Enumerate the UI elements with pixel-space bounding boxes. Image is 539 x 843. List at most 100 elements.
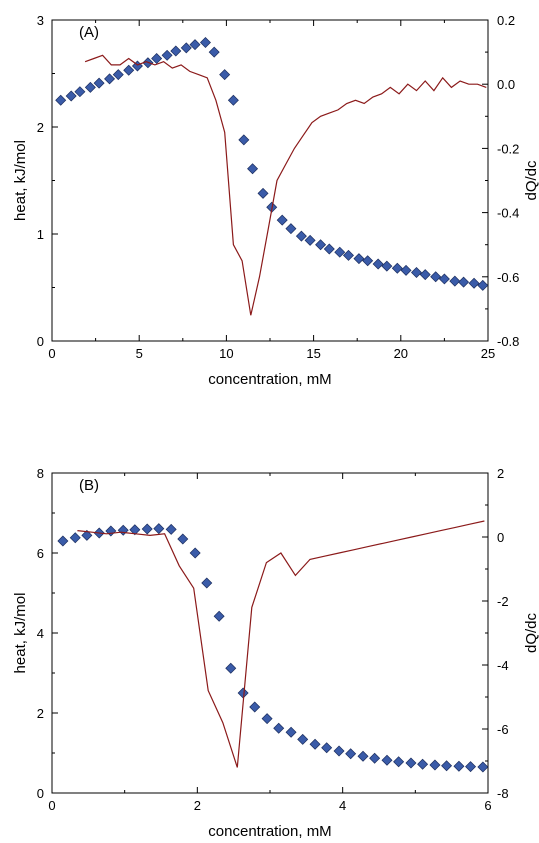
x-tick-label: 20	[394, 346, 408, 361]
heat-point	[180, 42, 192, 54]
heat-point	[477, 761, 489, 773]
heat-point	[381, 754, 393, 766]
heat-point	[273, 722, 285, 734]
x-tick-label: 25	[481, 346, 495, 361]
heat-point	[323, 243, 335, 255]
x-tick-label: 0	[48, 346, 55, 361]
y-tick-label: 3	[37, 13, 44, 28]
dqdc-line	[84, 54, 487, 316]
y2-tick-label: -0.6	[497, 270, 519, 285]
chart-panel-a: 0 5 10 15 20 25 0 1 2 3 -0.8 -0.6 -0.4 -0.2 0.0 0.2 conc…	[12, 13, 539, 388]
heat-point	[189, 547, 201, 559]
heat-point	[93, 77, 105, 89]
heat-point	[153, 523, 165, 535]
plot-frame	[51, 472, 489, 794]
y2-tick-label: -4	[497, 658, 509, 673]
heat-point	[381, 260, 393, 272]
heat-point	[295, 230, 307, 242]
heat-point	[369, 752, 381, 764]
y-tick-label: 0	[37, 334, 44, 349]
dqdc-line	[77, 520, 485, 768]
heat-point	[105, 525, 117, 537]
heat-point	[219, 69, 231, 81]
heat-point	[129, 524, 141, 536]
heat-point	[357, 750, 369, 762]
heat-point	[353, 253, 365, 265]
x-tick-label: 10	[219, 346, 233, 361]
heat-point	[237, 687, 249, 699]
x-axis-label: concentration, mM	[208, 823, 331, 840]
heat-point	[458, 276, 470, 288]
y2-tick-label: -2	[497, 594, 509, 609]
x-tick-label: 4	[339, 798, 346, 813]
y2-tick-label: -0.8	[497, 334, 519, 349]
y2-tick-label: 0	[497, 530, 504, 545]
heat-point	[391, 262, 403, 274]
heat-point	[69, 532, 81, 544]
chart-panel-b: 0 2 4 6 0 2 4 6 8 -8 -6 -4 -2 0 2 concentration, mM heat…	[12, 466, 539, 840]
heat-point	[199, 36, 211, 48]
heat-point	[285, 223, 297, 235]
x-axis-label: concentration, mM	[208, 371, 331, 388]
y-axis-label: heat, kJ/mol	[12, 593, 29, 674]
heat-point	[430, 271, 442, 283]
heat-point	[247, 163, 259, 175]
y2-tick-label: 0.0	[497, 77, 515, 92]
heat-point	[405, 757, 417, 769]
x-tick-label: 2	[194, 798, 201, 813]
y2-tick-label: -0.2	[497, 141, 519, 156]
y2-tick-label: 2	[497, 466, 504, 481]
heat-point	[249, 701, 261, 713]
heat-point	[315, 239, 327, 251]
y2-axis-label: dQ/dc	[523, 160, 539, 201]
heat-point	[131, 60, 143, 72]
heat-point	[333, 745, 345, 757]
heat-point	[465, 761, 477, 773]
y-tick-label: 2	[37, 706, 44, 721]
x-tick-label: 6	[484, 798, 491, 813]
heat-point	[362, 255, 374, 267]
heat-point	[57, 535, 69, 547]
plot-frame	[51, 19, 489, 342]
heat-point	[257, 187, 269, 199]
heat-point	[55, 94, 67, 106]
heat-point	[117, 524, 129, 536]
x-tick-label: 5	[136, 346, 143, 361]
heat-point	[65, 90, 77, 102]
heat-point	[441, 760, 453, 772]
y-tick-label: 0	[37, 786, 44, 801]
y-tick-label: 1	[37, 227, 44, 242]
heat-point	[429, 759, 441, 771]
heat-point	[297, 733, 309, 745]
heat-point	[321, 742, 333, 754]
y2-tick-label: 0.2	[497, 13, 515, 28]
y-tick-label: 2	[37, 120, 44, 135]
heat-point	[225, 662, 237, 674]
x-tick-label: 15	[306, 346, 320, 361]
heat-point	[213, 610, 225, 622]
heat-point	[170, 45, 182, 57]
heat-point	[104, 73, 116, 85]
heat-point	[393, 756, 405, 768]
heat-point	[477, 279, 489, 291]
heat-point	[453, 760, 465, 772]
heat-point	[372, 258, 384, 270]
heat-point	[201, 577, 213, 589]
heat-point	[123, 64, 135, 76]
heat-point	[342, 249, 354, 261]
heat-point	[177, 533, 189, 545]
heat-point	[449, 275, 461, 287]
heat-point	[334, 246, 346, 258]
heat-point	[74, 86, 86, 98]
y-tick-label: 8	[37, 466, 44, 481]
heat-point	[165, 523, 177, 535]
x-tick-label: 0	[48, 798, 55, 813]
y-tick-label: 6	[37, 546, 44, 561]
heat-point	[81, 529, 93, 541]
y-tick-label: 4	[37, 626, 44, 641]
heat-point	[468, 277, 480, 289]
heat-point	[161, 49, 173, 61]
heat-point	[285, 726, 297, 738]
heat-point	[151, 53, 163, 65]
